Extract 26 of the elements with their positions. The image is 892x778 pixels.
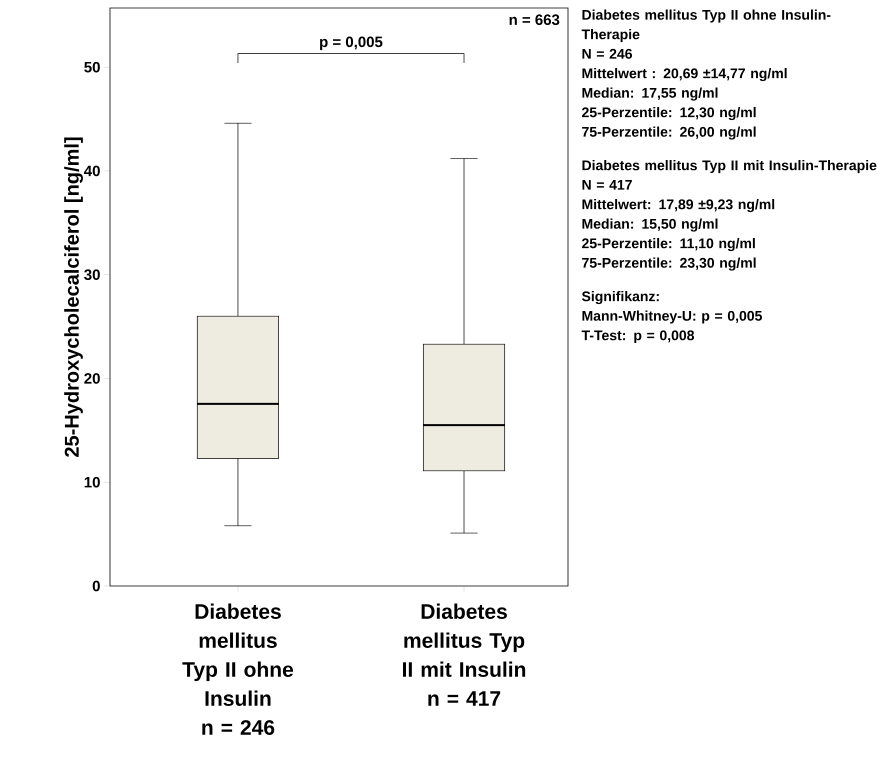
text: 25-Perzentile: 12,30 ng/ml	[582, 107, 756, 120]
text: Mittelwert : 20,69 ±14,77 ng/ml	[582, 68, 787, 82]
text: 75-Perzentile: 26,00 ng/ml	[582, 126, 756, 140]
y-tick-label: 20	[84, 373, 100, 384]
text: Diabetes mellitus Typ II ohne Insulin-Therapie	[582, 10, 830, 42]
text: Mann-Whitney-U: p = 0,005	[582, 310, 762, 324]
text: N = 246	[582, 48, 632, 59]
text: T-Test: p = 0,008	[582, 330, 694, 344]
text: 75-Perzentile: 23,30 ng/ml	[582, 258, 756, 271]
annotation: p = 0,005	[320, 36, 382, 50]
text: Mittelwert: 17,89 ±9,23 ng/ml	[582, 199, 774, 212]
text: N = 417	[582, 180, 632, 190]
text: Diabetes mellitus Typ II mit Insulin-Therapie	[582, 160, 876, 174]
annotation: n = 663	[510, 14, 560, 26]
text: Signifikanz:	[582, 291, 659, 304]
y-tick-label: 50	[84, 62, 100, 72]
y-tick-label: 0	[92, 580, 100, 592]
text: 25-Perzentile: 11,10 ng/ml	[582, 238, 755, 252]
text: Median: 17,55 ng/ml	[582, 88, 718, 101]
y-axis-title: 25-Hydroxycholecalciferol [ng/ml]	[64, 138, 83, 457]
x-tick-label: Diabetes mellitus Typ II ohne Insulin n = 246	[182, 604, 294, 735]
y-tick-label: 30	[84, 269, 100, 280]
y-tick-label: 40	[84, 166, 100, 176]
x-tick-label: Diabetes mellitus Typ II mit Insulin n = 417	[403, 604, 526, 706]
text: Median: 15,50 ng/ml	[582, 218, 718, 232]
y-tick-label: 10	[84, 476, 100, 488]
